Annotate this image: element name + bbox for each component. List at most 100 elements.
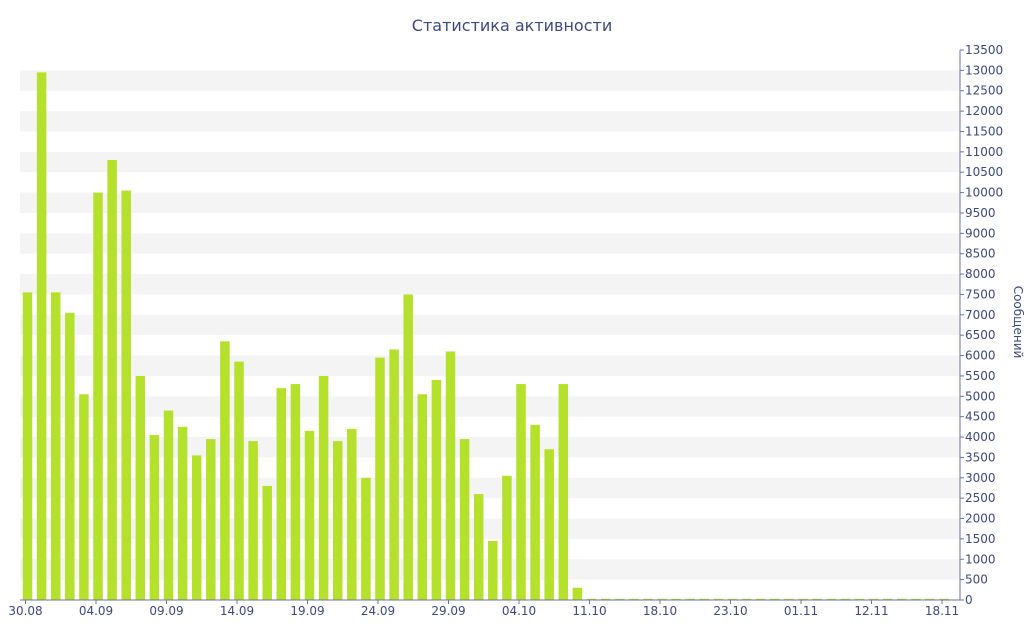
bar: [643, 598, 653, 600]
grid-band: [20, 233, 960, 254]
y-tick-label: 8500: [965, 247, 996, 261]
bar: [657, 598, 667, 600]
bar: [685, 598, 695, 600]
bar: [107, 160, 117, 600]
bar: [403, 294, 413, 600]
y-tick-label: 6000: [965, 349, 996, 363]
y-tick-label: 13500: [965, 43, 1003, 57]
y-tick-label: 12000: [965, 104, 1003, 118]
x-tick-label: 18.11: [925, 604, 959, 618]
y-axis-title: Сообщений: [1011, 286, 1024, 359]
bar: [629, 598, 639, 600]
bar: [163, 410, 174, 600]
grid-band: [20, 70, 960, 91]
bar: [191, 455, 202, 600]
x-tick-label: 09.09: [149, 604, 183, 618]
bar: [347, 428, 357, 600]
y-tick-label: 5000: [965, 389, 996, 403]
grid-band: [20, 111, 960, 132]
y-tick-label: 10500: [965, 165, 1003, 179]
x-tick-label: 19.09: [290, 604, 324, 618]
bar: [530, 424, 540, 600]
bar: [614, 598, 625, 600]
bar: [586, 598, 597, 600]
bars: [22, 72, 949, 601]
bar: [332, 441, 343, 600]
grid-band: [20, 192, 960, 213]
x-tick-label: 29.09: [431, 604, 465, 618]
x-tick-label: 01.11: [784, 604, 818, 618]
bar: [600, 598, 611, 600]
x-tick-label: 14.09: [220, 604, 254, 618]
x-tick-label: 04.10: [502, 604, 536, 618]
bar: [572, 587, 583, 600]
bar: [220, 341, 230, 600]
bar: [826, 598, 836, 600]
y-tick-label: 11500: [965, 124, 1003, 138]
bar: [882, 598, 893, 600]
bar: [65, 312, 75, 600]
bar: [50, 292, 61, 600]
y-tick-label: 2000: [965, 512, 996, 526]
bar: [896, 598, 907, 600]
y-tick-label: 3500: [965, 450, 996, 464]
bar: [36, 72, 47, 600]
bar: [149, 435, 160, 600]
y-tick-label: 12500: [965, 84, 1003, 98]
bar: [389, 349, 399, 600]
y-tick-label: 1500: [965, 532, 996, 546]
bar: [713, 598, 724, 600]
bar: [473, 494, 484, 600]
grid-band: [20, 477, 960, 499]
y-tick-label: 4500: [965, 410, 996, 424]
y-tick-label: 500: [965, 573, 988, 587]
chart-title: Статистика активности: [411, 16, 613, 35]
grid-band: [20, 314, 960, 336]
bar: [854, 598, 865, 600]
y-axis: 0 500 1000 1500 2000 2500 3000 3500 4000 4500 5000…: [959, 43, 1003, 607]
x-tick-label: 11.10: [572, 604, 606, 618]
y-tick-label: 5500: [965, 369, 996, 383]
bar: [770, 598, 780, 600]
grid-band: [20, 355, 960, 376]
y-tick-label: 8000: [965, 267, 996, 281]
bar: [135, 375, 146, 600]
y-tick-label: 7000: [965, 308, 996, 322]
bar: [544, 449, 554, 600]
bar: [459, 439, 470, 600]
y-tick-label: 9500: [965, 206, 996, 220]
y-tick-label: 2500: [965, 491, 996, 505]
x-tick-label: 23.10: [713, 604, 747, 618]
bar: [79, 394, 89, 600]
x-tick-label: 18.10: [643, 604, 677, 618]
bar: [304, 430, 315, 600]
y-tick-label: 10000: [965, 186, 1003, 200]
bar: [93, 192, 103, 600]
bar: [431, 380, 442, 600]
bar: [755, 598, 766, 600]
bar: [911, 598, 921, 600]
bar: [248, 441, 258, 600]
x-tick-label: 24.09: [361, 604, 395, 618]
x-axis: 30.08 04.09 09.09 14.09 19.09 24.09 29.09 04.10…: [8, 599, 960, 618]
bar: [784, 598, 794, 600]
bar: [318, 375, 329, 600]
bar: [262, 485, 272, 600]
bar: [671, 598, 681, 600]
x-tick-label: 04.09: [79, 604, 113, 618]
bar: [22, 292, 33, 600]
bar: [290, 384, 301, 600]
y-tick-label: 13000: [965, 63, 1003, 77]
bar: [502, 475, 512, 600]
bar: [121, 190, 131, 601]
y-tick-label: 3000: [965, 471, 996, 485]
bar: [361, 477, 371, 600]
bar: [558, 384, 569, 600]
grid-band: [20, 396, 960, 417]
grid-band: [20, 437, 960, 458]
bar: [939, 598, 949, 600]
grid-bands: [20, 70, 960, 580]
bar: [177, 426, 188, 600]
bar: [234, 361, 244, 600]
